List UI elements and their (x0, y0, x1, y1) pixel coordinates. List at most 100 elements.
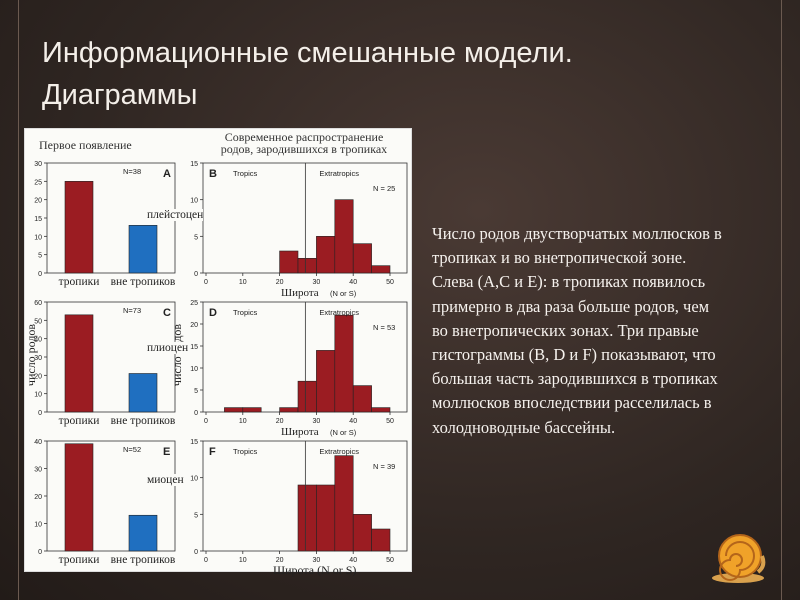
y-axis-label-right: число родов (170, 324, 184, 387)
y-tick-label-f: 5 (194, 512, 198, 519)
x-tick-label-f: 10 (239, 557, 247, 564)
hist-bar-f (352, 514, 372, 552)
hist-bar-b (297, 258, 317, 274)
y-tick-label-c: 0 (38, 410, 42, 417)
tropics-label: Tropics (233, 308, 258, 317)
hist-bar-d (316, 350, 336, 413)
slide-title: Информационные смешанные модели. Диаграм… (42, 32, 573, 116)
y-tick-label-d: 15 (190, 344, 198, 351)
tropics-label: Tropics (233, 169, 258, 178)
hist-bar-b (334, 199, 354, 274)
extratropics-label: Extratropics (319, 308, 359, 317)
n-annotation-b: N = 25 (373, 184, 395, 193)
tropics-label: Tropics (233, 447, 258, 456)
hist-bar-f (334, 455, 354, 552)
panel-letter-d: D (209, 307, 217, 319)
title-line-1: Информационные смешанные модели. (42, 37, 573, 69)
y-tick-label-c: 30 (34, 355, 42, 362)
x-category-label: тропики (59, 415, 100, 427)
hist-bar-d (352, 385, 372, 413)
period-label: плейстоцен (147, 209, 204, 221)
left-header: Первое появление (39, 138, 132, 152)
extratropics-label: Extratropics (319, 447, 359, 456)
x-category-label: вне тропиков (111, 554, 176, 566)
n-annotation-a: N=38 (123, 167, 141, 176)
hist-xlabel: Широта (281, 287, 319, 299)
bar-e-extratropics (128, 514, 158, 552)
y-tick-label-a: 30 (34, 161, 42, 168)
x-tick-label-b: 10 (239, 279, 247, 286)
x-tick-label-b: 0 (204, 279, 208, 286)
y-tick-label-e: 0 (38, 549, 42, 556)
y-tick-label-b: 15 (190, 161, 198, 168)
n-annotation-e: N=52 (123, 445, 141, 454)
hist-bar-b (279, 250, 299, 274)
hist-bar-f (371, 528, 391, 552)
x-tick-label-f: 40 (349, 557, 357, 564)
bar-c-extratropics (128, 373, 158, 413)
y-tick-label-a: 0 (38, 271, 42, 278)
hist-bar-b (352, 243, 372, 274)
snail-icon (712, 534, 766, 583)
x-tick-label-d: 40 (349, 418, 357, 425)
x-tick-label-b: 50 (386, 279, 394, 286)
x-tick-label-d: 0 (204, 418, 208, 425)
hist-xlabel-unit: (N or S) (330, 428, 357, 437)
panel-letter-e: E (163, 446, 170, 458)
x-tick-label-d: 10 (239, 418, 247, 425)
panel-letter-c: C (163, 307, 171, 319)
x-tick-label-f: 0 (204, 557, 208, 564)
panel-letter-a: A (163, 168, 171, 180)
period-label: плиоцен (147, 342, 189, 354)
x-tick-label-f: 30 (313, 557, 321, 564)
hist-bar-f (316, 484, 336, 552)
y-tick-label-d: 5 (194, 388, 198, 395)
n-annotation-f: N = 39 (373, 462, 395, 471)
y-tick-label-c: 50 (34, 318, 42, 325)
x-tick-label-b: 20 (276, 279, 284, 286)
slide-frame (18, 0, 782, 600)
panel-letter-b: B (209, 168, 217, 180)
x-tick-label-f: 50 (386, 557, 394, 564)
y-tick-label-b: 5 (194, 234, 198, 241)
y-tick-label-a: 15 (34, 216, 42, 223)
hist-xlabel: Широта (281, 426, 319, 438)
n-annotation-c: N=73 (123, 306, 141, 315)
y-tick-label-f: 0 (194, 549, 198, 556)
panel-letter-f: F (209, 446, 216, 458)
hist-xlabel-unit: (N or S) (330, 289, 357, 298)
hist-bar-d (371, 407, 391, 413)
y-tick-label-a: 20 (34, 198, 42, 205)
y-tick-label-c: 40 (34, 337, 42, 344)
period-label: миоцен (147, 474, 184, 486)
y-tick-label-d: 20 (190, 322, 198, 329)
y-tick-label-e: 20 (34, 494, 42, 501)
bar-e-tropics (64, 443, 94, 552)
y-tick-label-f: 10 (190, 476, 198, 483)
x-tick-label-d: 20 (276, 418, 284, 425)
hist-bar-d (224, 407, 244, 413)
x-tick-label-d: 30 (313, 418, 321, 425)
y-tick-label-a: 25 (34, 179, 42, 186)
y-tick-label-a: 10 (34, 234, 42, 241)
y-tick-label-b: 0 (194, 271, 198, 278)
figure-panel: Первое появление Современное распростран… (24, 128, 412, 577)
y-axis-label-left: число родов (24, 324, 38, 387)
y-tick-label-e: 30 (34, 467, 42, 474)
y-tick-label-c: 10 (34, 392, 42, 399)
hist-bar-b (316, 236, 336, 274)
x-category-label: вне тропиков (111, 276, 176, 288)
right-header-line-1: Современное распространение (224, 130, 384, 144)
y-tick-label-b: 10 (190, 198, 198, 205)
hist-bar-b (371, 265, 391, 274)
right-header-line-2: родов, зародившихся в тропиках (220, 142, 388, 156)
x-tick-label-b: 30 (313, 279, 321, 286)
title-line-2: Диаграммы (42, 79, 198, 111)
x-category-label: вне тропиков (111, 415, 176, 427)
y-tick-label-e: 40 (34, 439, 42, 446)
hist-bar-d (297, 380, 317, 413)
bar-a-tropics (64, 181, 94, 274)
x-tick-label-b: 40 (349, 279, 357, 286)
x-category-label: тропики (59, 554, 100, 566)
right-header: Современное распространение родов, зарод… (199, 131, 409, 155)
